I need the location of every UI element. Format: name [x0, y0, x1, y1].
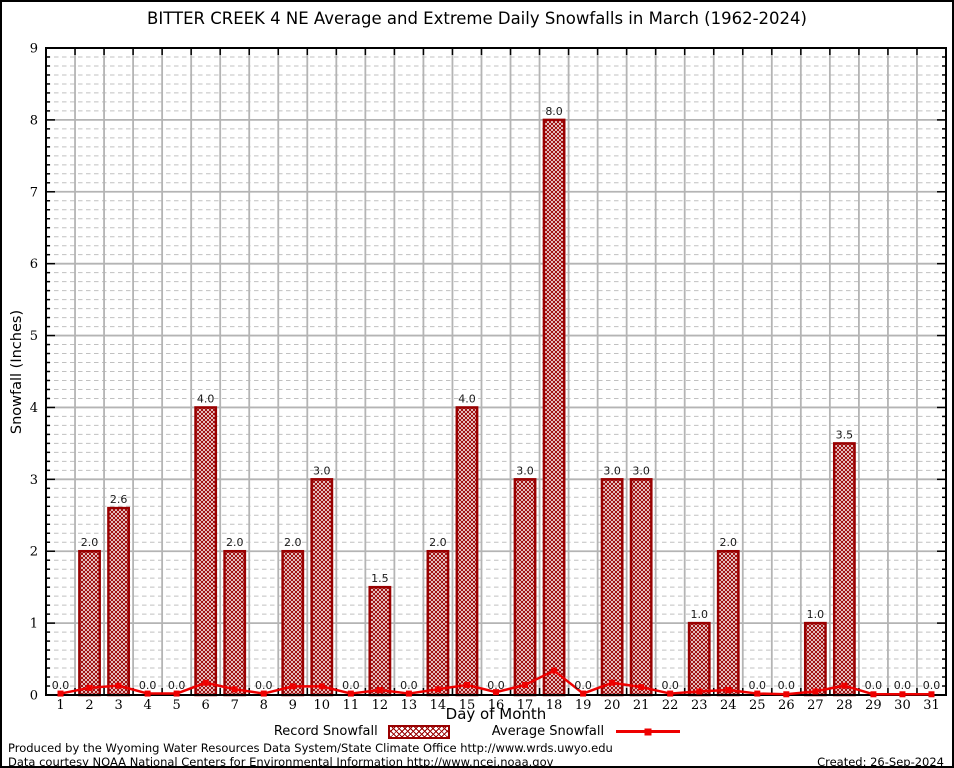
svg-text:1.0: 1.0 [807, 608, 825, 621]
svg-text:8.0: 8.0 [545, 105, 563, 118]
chart-title: BITTER CREEK 4 NE Average and Extreme Da… [147, 9, 807, 28]
svg-text:28: 28 [836, 698, 853, 713]
svg-text:25: 25 [749, 698, 766, 713]
svg-text:0.0: 0.0 [778, 679, 796, 692]
x-axis-title: Day of Month [445, 705, 547, 723]
svg-text:0.0: 0.0 [661, 679, 679, 692]
svg-text:6: 6 [202, 698, 210, 713]
svg-text:3.0: 3.0 [632, 464, 650, 477]
svg-text:2.0: 2.0 [226, 536, 244, 549]
svg-text:17: 17 [517, 698, 534, 713]
svg-text:0.0: 0.0 [400, 679, 418, 692]
svg-text:4: 4 [30, 401, 38, 416]
svg-text:6: 6 [30, 257, 38, 272]
average-snowfall-line-swatch [616, 728, 681, 735]
svg-text:8: 8 [30, 113, 38, 128]
svg-text:21: 21 [633, 698, 650, 713]
svg-text:2.0: 2.0 [720, 536, 738, 549]
svg-text:0.0: 0.0 [574, 679, 592, 692]
svg-text:7: 7 [231, 698, 239, 713]
svg-text:3.5: 3.5 [836, 428, 854, 441]
legend-record-label: Record Snowfall [273, 724, 378, 739]
svg-text:9: 9 [289, 698, 297, 713]
svg-text:3.0: 3.0 [313, 464, 331, 477]
svg-text:1.5: 1.5 [371, 572, 389, 585]
svg-text:11: 11 [343, 698, 360, 713]
svg-text:0.0: 0.0 [342, 679, 360, 692]
svg-text:13: 13 [401, 698, 418, 713]
svg-text:4.0: 4.0 [197, 392, 215, 405]
svg-text:12: 12 [372, 698, 389, 713]
footer-produced-by: Produced by the Wyoming Water Resources … [8, 741, 613, 755]
svg-text:0: 0 [30, 689, 38, 704]
svg-text:8: 8 [260, 698, 268, 713]
svg-text:19: 19 [575, 698, 592, 713]
svg-text:7: 7 [30, 185, 38, 200]
svg-text:4: 4 [143, 698, 151, 713]
svg-text:16: 16 [488, 698, 505, 713]
svg-text:0.0: 0.0 [865, 679, 883, 692]
svg-text:14: 14 [430, 698, 447, 713]
svg-text:2: 2 [30, 545, 38, 560]
svg-text:1: 1 [56, 698, 64, 713]
svg-text:15: 15 [459, 698, 476, 713]
svg-text:18: 18 [546, 698, 563, 713]
svg-text:0.0: 0.0 [52, 679, 70, 692]
svg-text:3: 3 [30, 473, 38, 488]
svg-text:0.0: 0.0 [255, 679, 273, 692]
record-snowfall-swatch [387, 724, 450, 739]
footer-data-courtesy: Data courtesy NOAA National Centers for … [8, 755, 554, 768]
svg-text:1: 1 [30, 617, 38, 632]
average-snowfall-marker-icon [644, 728, 652, 735]
svg-text:23: 23 [691, 698, 708, 713]
svg-text:30: 30 [894, 698, 911, 713]
svg-text:27: 27 [807, 698, 824, 713]
svg-text:3.0: 3.0 [603, 464, 621, 477]
svg-text:0.0: 0.0 [139, 679, 157, 692]
svg-text:2.0: 2.0 [284, 536, 302, 549]
svg-text:3: 3 [114, 698, 122, 713]
svg-text:0.0: 0.0 [168, 679, 186, 692]
svg-text:10: 10 [314, 698, 331, 713]
svg-text:20: 20 [604, 698, 621, 713]
svg-text:5: 5 [173, 698, 181, 713]
svg-text:24: 24 [720, 698, 737, 713]
svg-text:0.0: 0.0 [487, 679, 505, 692]
svg-text:22: 22 [662, 698, 679, 713]
svg-text:1.0: 1.0 [690, 608, 708, 621]
svg-text:9: 9 [30, 42, 38, 57]
svg-text:2.6: 2.6 [110, 493, 128, 506]
svg-text:4.0: 4.0 [458, 392, 476, 405]
legend-average-label: Average Snowfall [491, 724, 605, 739]
svg-text:31: 31 [923, 698, 940, 713]
footer-created-date: Created: 26-Sep-2024 [817, 755, 944, 768]
svg-text:26: 26 [778, 698, 795, 713]
svg-text:3.0: 3.0 [516, 464, 534, 477]
svg-text:0.0: 0.0 [894, 679, 912, 692]
chart-legend: Record Snowfall Average Snowfall [2, 724, 952, 739]
svg-text:2.0: 2.0 [81, 536, 99, 549]
svg-text:0.0: 0.0 [749, 679, 767, 692]
svg-text:5: 5 [30, 329, 38, 344]
svg-text:2.0: 2.0 [429, 536, 447, 549]
svg-text:29: 29 [865, 698, 882, 713]
svg-text:0.0: 0.0 [923, 679, 941, 692]
svg-text:2: 2 [85, 698, 93, 713]
